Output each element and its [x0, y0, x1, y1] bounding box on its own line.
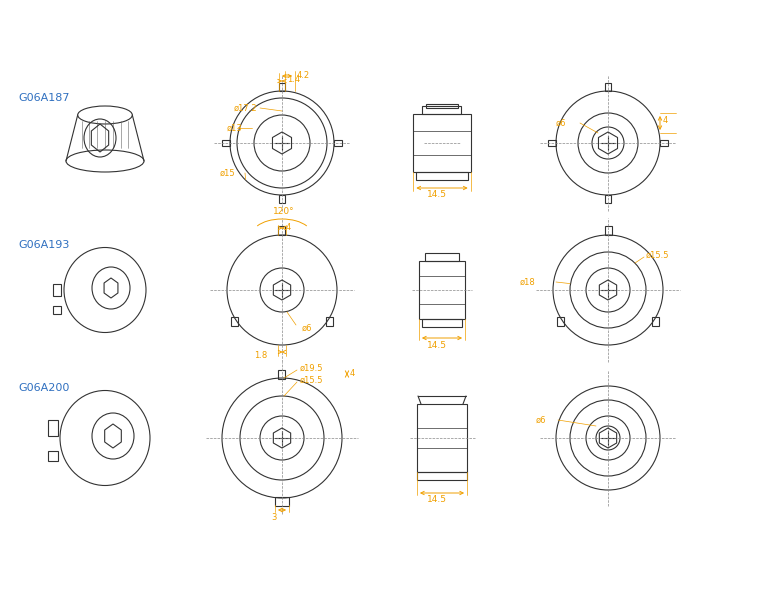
- Text: ø13: ø13: [227, 123, 243, 132]
- Bar: [334, 140, 342, 146]
- Bar: [222, 140, 230, 146]
- Text: ø15.5: ø15.5: [300, 375, 324, 384]
- Bar: [419, 261, 465, 319]
- Bar: [48, 451, 58, 461]
- Text: 14.5: 14.5: [427, 190, 447, 199]
- Text: 4: 4: [663, 116, 668, 126]
- Bar: [279, 83, 285, 91]
- Text: 14.5: 14.5: [427, 340, 447, 349]
- Text: 3: 3: [272, 514, 277, 522]
- Text: 4: 4: [350, 369, 356, 378]
- Text: G06A200: G06A200: [18, 383, 69, 393]
- Text: 120°: 120°: [273, 208, 295, 216]
- Text: ø6: ø6: [536, 416, 546, 425]
- Bar: [278, 371, 285, 380]
- Bar: [275, 496, 289, 505]
- Bar: [417, 472, 467, 480]
- Bar: [652, 317, 659, 326]
- Bar: [426, 104, 458, 108]
- Bar: [279, 195, 285, 203]
- Text: 4: 4: [286, 224, 291, 232]
- Bar: [48, 420, 58, 436]
- Text: ø19.5: ø19.5: [300, 364, 324, 372]
- Text: ø15: ø15: [220, 168, 236, 177]
- Bar: [326, 317, 333, 326]
- Text: G06A193: G06A193: [18, 240, 69, 250]
- Bar: [53, 284, 61, 296]
- Text: 1.4: 1.4: [287, 75, 300, 84]
- Bar: [417, 404, 467, 472]
- Text: ø6: ø6: [302, 324, 313, 333]
- Text: ø17.2: ø17.2: [234, 104, 258, 113]
- Bar: [278, 227, 285, 235]
- Bar: [414, 114, 471, 173]
- Text: 14.5: 14.5: [427, 496, 447, 505]
- Text: ø18: ø18: [520, 278, 536, 286]
- Bar: [548, 140, 556, 146]
- Bar: [605, 83, 611, 91]
- Bar: [660, 140, 668, 146]
- Bar: [53, 306, 61, 314]
- Text: ø15.5: ø15.5: [646, 250, 669, 260]
- Bar: [604, 227, 611, 235]
- Text: 1.8: 1.8: [254, 350, 267, 359]
- Text: ø6: ø6: [556, 119, 566, 127]
- Bar: [557, 317, 564, 326]
- Text: 4.2: 4.2: [297, 71, 310, 79]
- Bar: [426, 253, 459, 261]
- Text: G06A187: G06A187: [18, 93, 69, 103]
- Bar: [423, 319, 462, 327]
- Bar: [231, 317, 238, 326]
- Bar: [605, 195, 611, 203]
- Bar: [423, 106, 462, 114]
- Bar: [416, 172, 468, 180]
